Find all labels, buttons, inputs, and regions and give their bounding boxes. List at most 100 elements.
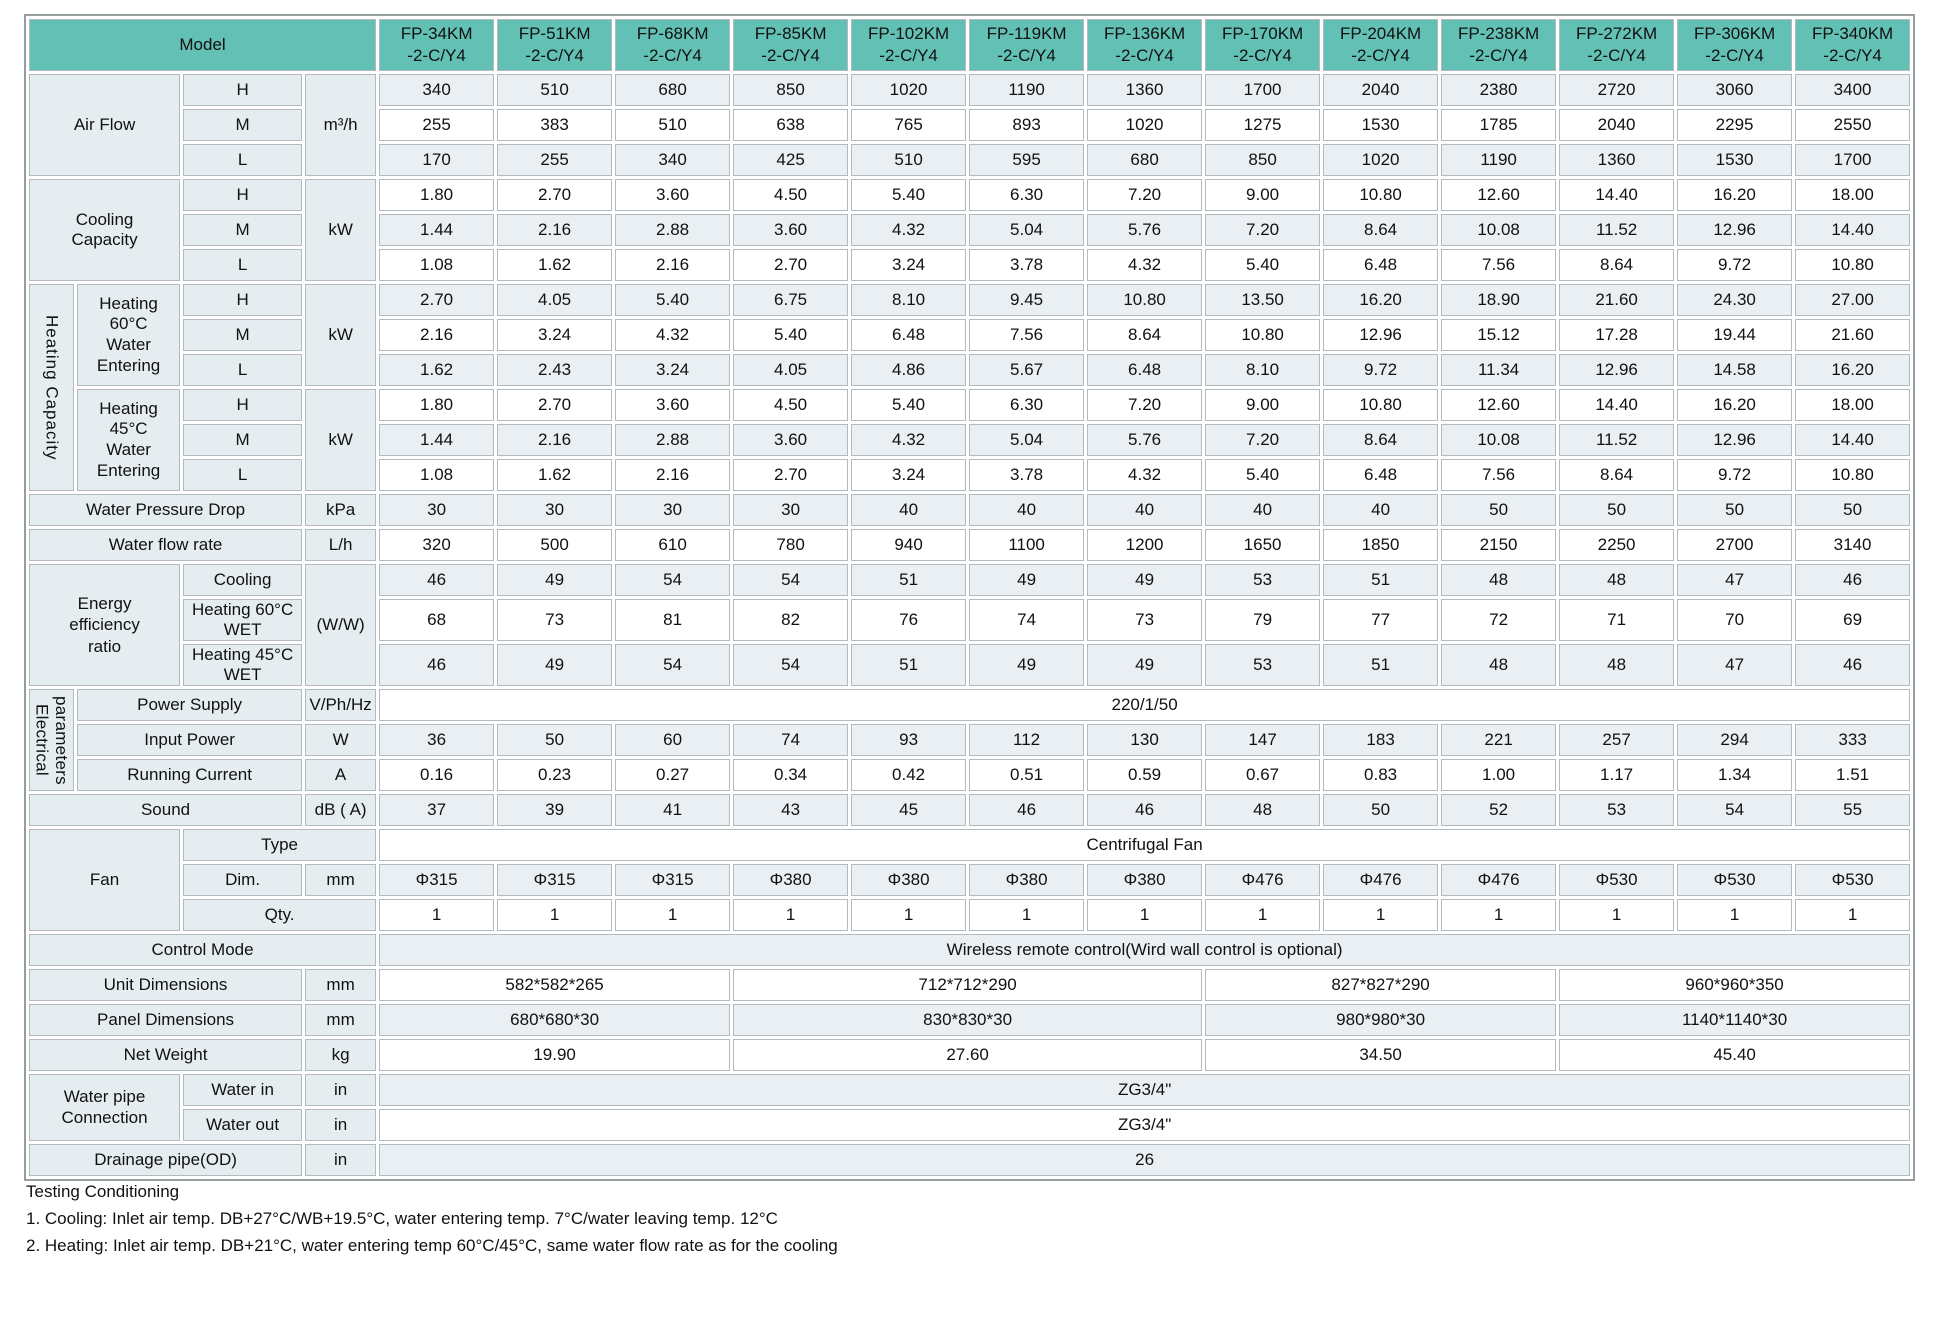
value-cell: 6.75: [733, 284, 849, 316]
fan-type-value: Centrifugal Fan: [379, 829, 1911, 861]
unit-dimensions-group2: 712*712*290: [733, 969, 1203, 1001]
row-running-current: Running Current A 0.16 0.23 0.27 0.34 0.42 0.…: [29, 759, 1911, 791]
testing-conditions-notes: Testing Conditioning 1. Cooling: Inlet a…: [26, 1178, 838, 1259]
value-cell: 4.05: [733, 354, 849, 386]
value-cell: 130: [1087, 724, 1203, 756]
row-heating60-l: L 1.62 2.43 3.24 4.05 4.86 5.67 6.48 8.10 9.72 11…: [29, 354, 1911, 386]
value-cell: 257: [1559, 724, 1675, 756]
value-cell: 2.16: [379, 319, 495, 351]
value-cell: 54: [615, 564, 731, 596]
value-cell: 1.44: [379, 424, 495, 456]
value-cell: 255: [497, 144, 613, 176]
value-cell: 9.72: [1677, 459, 1793, 491]
speed-label-l: L: [183, 459, 303, 491]
value-cell: 40: [1205, 494, 1321, 526]
value-cell: 1: [733, 899, 849, 931]
value-cell: 1850: [1323, 529, 1439, 561]
row-label-sound: Sound: [29, 794, 303, 826]
value-cell: 5.04: [969, 214, 1085, 246]
value-cell: 1: [969, 899, 1085, 931]
row-label-power-supply: Power Supply: [77, 689, 303, 721]
value-cell: 40: [969, 494, 1085, 526]
row-fan-type: Fan Type Centrifugal Fan: [29, 829, 1911, 931]
value-cell: 81: [615, 599, 731, 641]
value-cell: Φ315: [379, 864, 495, 896]
value-cell: 17.28: [1559, 319, 1675, 351]
value-cell: 1360: [1087, 74, 1203, 106]
value-cell: 1020: [851, 74, 967, 106]
value-cell: 2.70: [379, 284, 495, 316]
model-column-header: FP-238KM -2-C/Y4: [1441, 19, 1557, 71]
value-cell: 14.40: [1559, 179, 1675, 211]
eer-sublabel-cooling: Cooling: [183, 564, 303, 596]
model-column-header: FP-306KM -2-C/Y4: [1677, 19, 1793, 71]
row-input-power: Input Power W 36 50 60 74 93 112 130 147 183 221 2…: [29, 724, 1911, 756]
row-heating45-m: M 1.44 2.16 2.88 3.60 4.32 5.04 5.76 7.20 8.64 10…: [29, 424, 1911, 456]
value-cell: 49: [1087, 644, 1203, 686]
value-cell: 51: [851, 644, 967, 686]
row-air-flow-h: Air Flow H m³/h 340 510 680 850 1020 1190 1360…: [29, 74, 1911, 176]
value-cell: 82: [733, 599, 849, 641]
unit-cell: kPa: [305, 494, 377, 526]
row-heating45-l: L 1.08 1.62 2.16 2.70 3.24 3.78 4.32 5.40 6.48 7.…: [29, 459, 1911, 491]
value-cell: 0.23: [497, 759, 613, 791]
value-cell: 9.00: [1205, 179, 1321, 211]
row-label-water-pressure-drop: Water Pressure Drop: [29, 494, 303, 526]
value-cell: 3.78: [969, 249, 1085, 281]
model-column-header: FP-119KM -2-C/Y4: [969, 19, 1085, 71]
unit-cell: kW: [305, 284, 377, 386]
value-cell: 7.20: [1087, 179, 1203, 211]
speed-label-m: M: [183, 424, 303, 456]
value-cell: 14.40: [1559, 389, 1675, 421]
value-cell: 60: [615, 724, 731, 756]
value-cell: 2.16: [497, 424, 613, 456]
value-cell: 610: [615, 529, 731, 561]
value-cell: 8.64: [1323, 424, 1439, 456]
value-cell: 0.51: [969, 759, 1085, 791]
value-cell: 3.24: [497, 319, 613, 351]
value-cell: 49: [497, 644, 613, 686]
value-cell: 1700: [1205, 74, 1321, 106]
value-cell: 2.16: [615, 249, 731, 281]
value-cell: Φ315: [497, 864, 613, 896]
model-column-header: FP-102KM -2-C/Y4: [851, 19, 967, 71]
value-cell: 16.20: [1795, 354, 1911, 386]
value-cell: 1: [851, 899, 967, 931]
row-label-running-current: Running Current: [77, 759, 303, 791]
value-cell: 3.24: [851, 459, 967, 491]
value-cell: 5.04: [969, 424, 1085, 456]
value-cell: 112: [969, 724, 1085, 756]
eer-sublabel-heating45: Heating 45°C WET: [183, 644, 303, 686]
value-cell: 1: [1677, 899, 1793, 931]
value-cell: Φ315: [615, 864, 731, 896]
value-cell: Φ380: [969, 864, 1085, 896]
unit-cell: in: [305, 1074, 377, 1106]
value-cell: 5.40: [1205, 249, 1321, 281]
net-weight-group3: 34.50: [1205, 1039, 1557, 1071]
value-cell: 2.88: [615, 424, 731, 456]
value-cell: 40: [851, 494, 967, 526]
value-cell: 50: [1559, 494, 1675, 526]
row-label-unit-dimensions: Unit Dimensions: [29, 969, 303, 1001]
value-cell: 50: [1677, 494, 1793, 526]
value-cell: 46: [379, 564, 495, 596]
value-cell: 46: [1087, 794, 1203, 826]
value-cell: 49: [497, 564, 613, 596]
value-cell: 1.80: [379, 389, 495, 421]
row-cooling-h: Cooling Capacity H kW 1.80 2.70 3.60 4.50 5.…: [29, 179, 1911, 281]
value-cell: 10.08: [1441, 214, 1557, 246]
value-cell: 850: [733, 74, 849, 106]
value-cell: 73: [497, 599, 613, 641]
value-cell: 2.70: [733, 459, 849, 491]
value-cell: 2720: [1559, 74, 1675, 106]
value-cell: 340: [379, 74, 495, 106]
water-out-label: Water out: [183, 1109, 303, 1141]
unit-cell: W: [305, 724, 377, 756]
model-column-header: FP-85KM -2-C/Y4: [733, 19, 849, 71]
value-cell: 48: [1559, 644, 1675, 686]
value-cell: 940: [851, 529, 967, 561]
panel-dimensions-group4: 1140*1140*30: [1559, 1004, 1911, 1036]
value-cell: 39: [497, 794, 613, 826]
value-cell: 55: [1795, 794, 1911, 826]
unit-cell: kW: [305, 179, 377, 281]
